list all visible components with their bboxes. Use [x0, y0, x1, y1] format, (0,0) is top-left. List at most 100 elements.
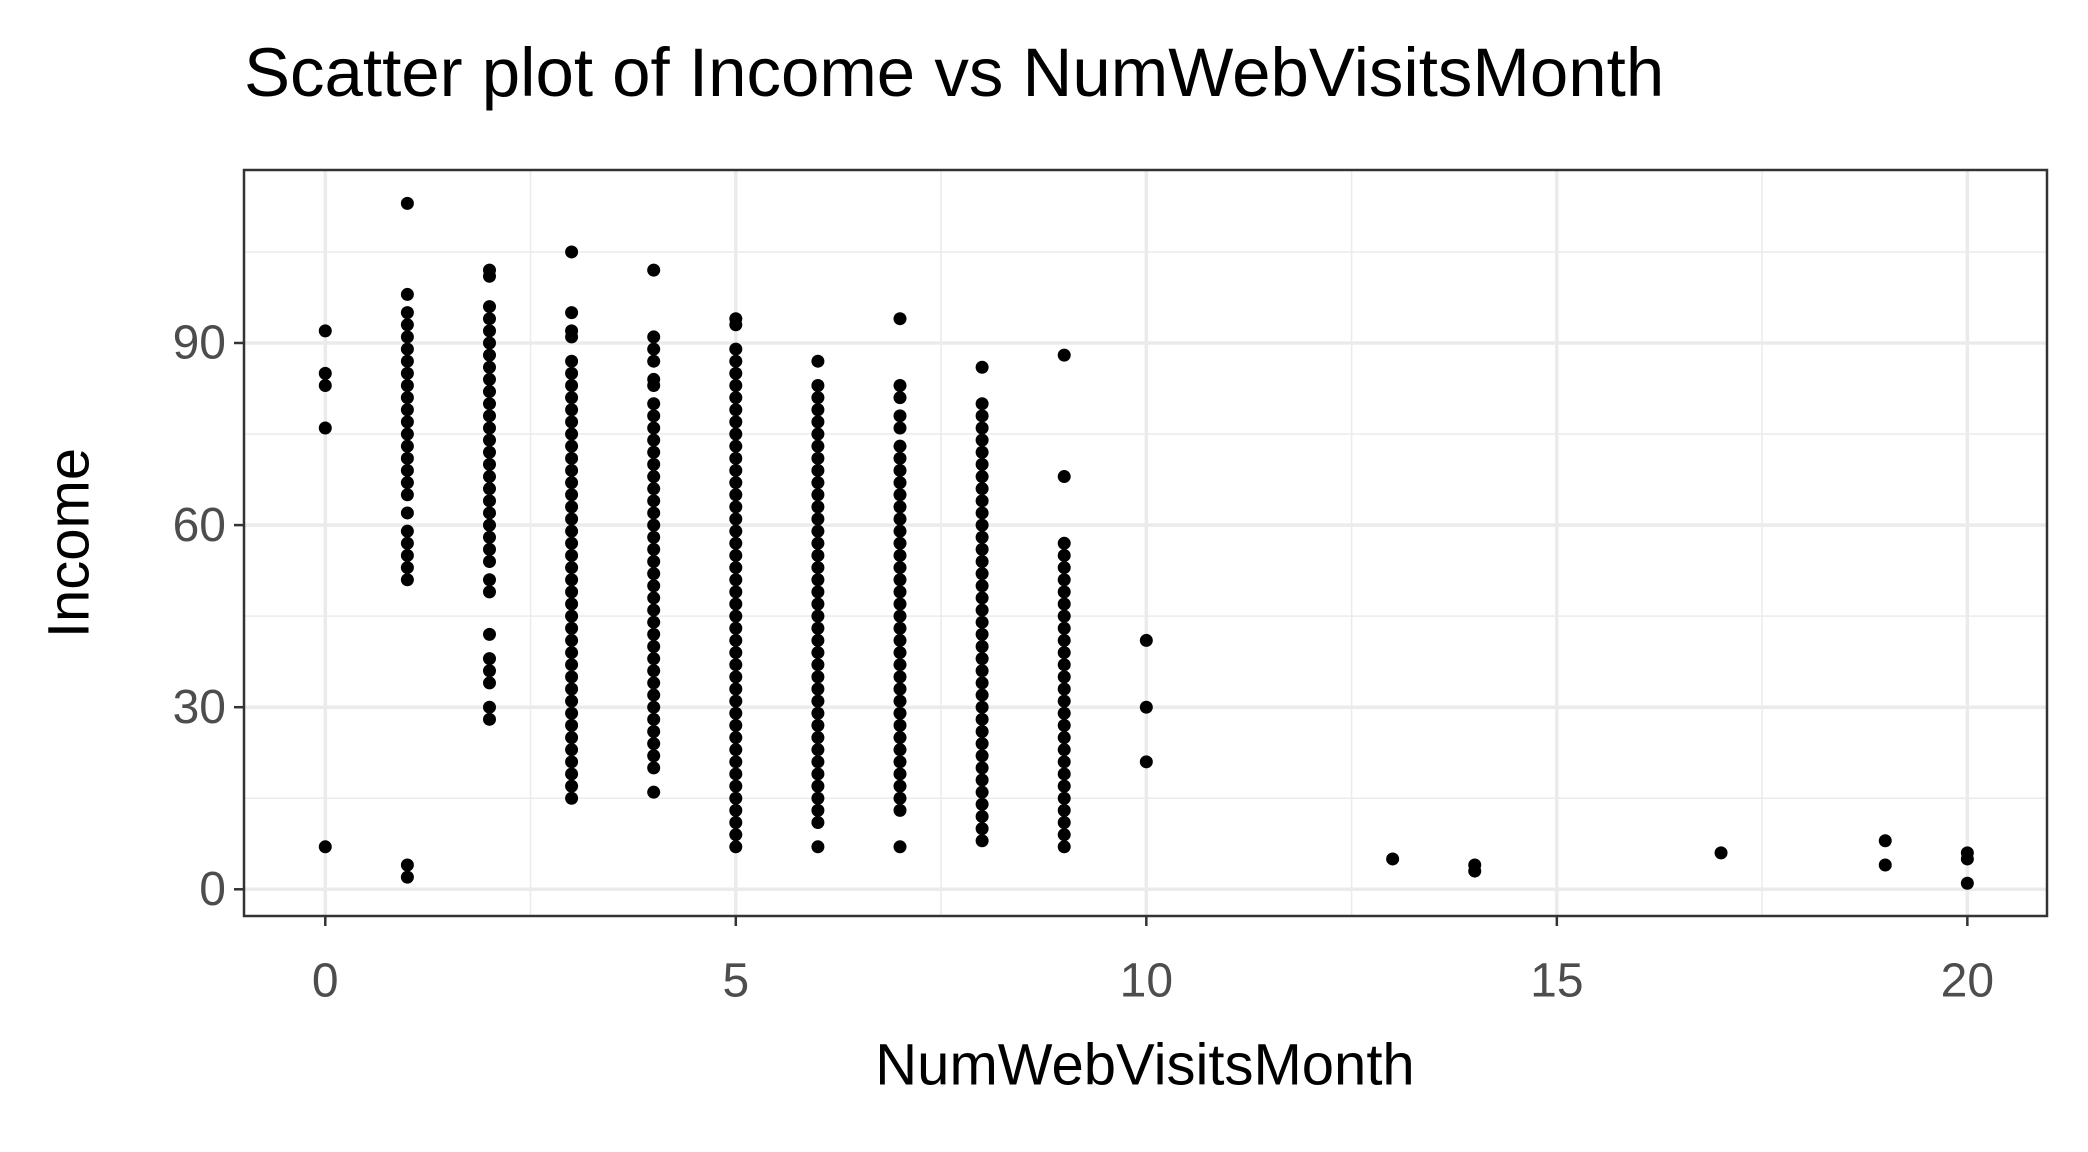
point: [893, 421, 907, 435]
point: [1057, 682, 1071, 696]
point: [565, 524, 579, 538]
point: [893, 378, 907, 392]
point: [565, 439, 579, 453]
point: [647, 494, 661, 508]
point: [1057, 646, 1071, 660]
point: [893, 463, 907, 477]
point: [647, 518, 661, 532]
point: [1057, 828, 1071, 842]
point: [565, 597, 579, 611]
y-tick-label: 0: [199, 863, 226, 916]
point: [729, 500, 743, 514]
point: [400, 354, 414, 368]
point: [400, 536, 414, 550]
point: [400, 366, 414, 380]
point: [565, 609, 579, 623]
point: [811, 597, 825, 611]
point: [893, 524, 907, 538]
point: [729, 803, 743, 817]
point: [1057, 779, 1071, 793]
point: [647, 409, 661, 423]
point: [400, 330, 414, 344]
point: [1878, 834, 1892, 848]
point: [811, 427, 825, 441]
point: [893, 451, 907, 465]
point: [482, 360, 496, 374]
point: [811, 718, 825, 732]
point: [1057, 573, 1071, 587]
point: [565, 646, 579, 660]
point: [893, 803, 907, 817]
point: [811, 488, 825, 502]
point: [811, 682, 825, 696]
point: [729, 694, 743, 708]
point: [482, 712, 496, 726]
point: [565, 779, 579, 793]
point: [318, 421, 332, 435]
point: [893, 439, 907, 453]
point: [729, 621, 743, 635]
point: [811, 415, 825, 429]
point: [565, 330, 579, 344]
point: [565, 658, 579, 672]
point: [975, 518, 989, 532]
point: [400, 548, 414, 562]
point: [1386, 852, 1400, 866]
point: [647, 712, 661, 726]
point: [893, 731, 907, 745]
point: [811, 585, 825, 599]
point: [975, 664, 989, 678]
point: [811, 646, 825, 660]
point: [1057, 536, 1071, 550]
point: [1714, 846, 1728, 860]
point: [647, 457, 661, 471]
point: [400, 318, 414, 332]
point: [400, 488, 414, 502]
point: [975, 542, 989, 556]
point: [729, 658, 743, 672]
y-tick-label: 90: [173, 317, 226, 370]
point: [975, 506, 989, 520]
chart-title: Scatter plot of Income vs NumWebVisitsMo…: [244, 34, 1664, 111]
point: [1057, 840, 1071, 854]
point: [647, 378, 661, 392]
point: [1057, 718, 1071, 732]
point: [893, 561, 907, 575]
point: [1057, 348, 1071, 362]
point: [1057, 694, 1071, 708]
point: [565, 743, 579, 757]
point: [811, 500, 825, 514]
point: [893, 658, 907, 672]
point: [565, 306, 579, 320]
point: [482, 676, 496, 690]
point: [482, 700, 496, 714]
point: [975, 421, 989, 435]
point: [1139, 633, 1153, 647]
point: [400, 342, 414, 356]
point: [811, 731, 825, 745]
point: [811, 767, 825, 781]
point: [400, 403, 414, 417]
point: [893, 670, 907, 684]
point: [400, 858, 414, 872]
point: [729, 391, 743, 405]
point: [400, 287, 414, 301]
point: [729, 718, 743, 732]
point: [729, 670, 743, 684]
point: [893, 718, 907, 732]
point: [975, 712, 989, 726]
point: [318, 366, 332, 380]
point: [1057, 470, 1071, 484]
point: [975, 470, 989, 484]
point: [811, 391, 825, 405]
x-tick-label: 20: [1941, 955, 1994, 1008]
point: [975, 591, 989, 605]
point: [565, 573, 579, 587]
point: [811, 743, 825, 757]
point: [565, 245, 579, 259]
point: [482, 397, 496, 411]
point: [1057, 548, 1071, 562]
point: [811, 463, 825, 477]
